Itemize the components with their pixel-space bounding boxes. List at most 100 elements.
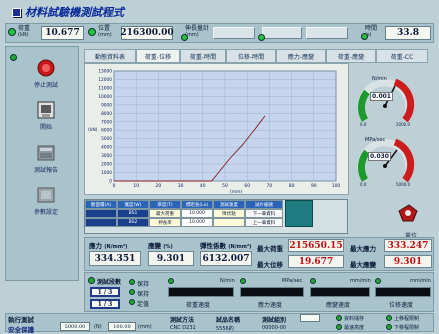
load-rate-display	[168, 287, 234, 297]
tab-load-position[interactable]: 荷重-位移	[136, 49, 180, 63]
stress-rate-gauge	[357, 138, 415, 183]
position-rate-led	[375, 278, 381, 284]
spec-header-3: 厚度(T)	[149, 200, 181, 209]
pos-zero-led[interactable]	[88, 28, 96, 36]
sidebar	[5, 46, 79, 281]
time-label: 時間 (s)	[365, 25, 378, 38]
x-tick-label: 90	[311, 183, 317, 189]
y-tick-label: 5000	[101, 136, 112, 142]
x-tick-label: 50	[222, 183, 228, 189]
max-load-value: 215650.15	[288, 239, 344, 252]
load-rate-led	[168, 278, 174, 284]
report-label: 測試報告	[33, 167, 58, 174]
max-stress-value: 333.247	[384, 239, 432, 252]
y-tick-label: 12000	[98, 77, 112, 83]
settings-button[interactable]: 參數設定	[20, 185, 72, 216]
gauge2-max: 5000.0	[396, 182, 410, 187]
y-tick-label: 13000	[98, 69, 112, 75]
max-strain-value: 9.301	[384, 255, 432, 268]
prev-record-button[interactable]: 上一筆資料	[245, 218, 283, 227]
start-icon	[37, 101, 55, 119]
group-field[interactable]	[300, 314, 320, 322]
spec-table-teal-block	[285, 200, 313, 227]
report-button[interactable]: 測試報告	[20, 143, 72, 174]
spec-r3-c2: BS2	[117, 218, 149, 227]
ext-led[interactable]	[181, 34, 188, 41]
hold-label-2: 保持	[137, 291, 150, 298]
x-tick-label: 30	[178, 183, 184, 189]
specimen-label: 試品名稱	[216, 317, 241, 324]
spec-r2-c4: 10.000	[181, 209, 213, 218]
ext-label: 伸長量計 (mm)	[185, 25, 210, 38]
unit-icon[interactable]	[397, 203, 419, 225]
constant-led	[129, 299, 135, 305]
load-rate-unit: N/min	[220, 278, 235, 284]
strain-rate-display	[310, 287, 370, 297]
tab-load-strain[interactable]: 荷重-應變	[326, 49, 376, 63]
position-limit-field[interactable]: 100.00	[108, 322, 136, 331]
stress-rate-led	[240, 278, 246, 284]
tab-data-table[interactable]: 動態資料表	[84, 49, 136, 63]
load-zero-led[interactable]	[8, 28, 16, 36]
x-tick-label: 100	[332, 183, 341, 189]
segment-led	[88, 277, 95, 284]
max-stress-label: 最大應力	[350, 245, 376, 253]
y-tick-label: 3000	[101, 153, 112, 159]
gauge1-unit: N/min	[372, 76, 387, 82]
method-value: CNC D231	[170, 325, 196, 331]
tab-load-time[interactable]: 荷重-時間	[180, 49, 226, 63]
tab-load-cc[interactable]: 荷重-CC	[376, 49, 428, 63]
y-tick-label: 6000	[101, 128, 112, 134]
gauge2-value: 0.030	[368, 152, 391, 161]
next-record-button[interactable]: 下一筆資料	[245, 209, 283, 218]
gauge1-min: 0.0	[360, 122, 367, 127]
group-label: 測試組別	[262, 317, 287, 324]
save-data-led	[336, 315, 342, 321]
strain-label: 應變 (%)	[148, 242, 173, 250]
stress-label: 應力 (N/mm²)	[89, 242, 128, 250]
strain-rate-caption: 應變速度	[326, 302, 351, 309]
settings-label: 參數設定	[33, 209, 58, 216]
upper-limit-led	[386, 315, 392, 321]
spec-header-4: 標距長(Lo)	[181, 200, 213, 209]
specimen-value: 5556的	[216, 326, 234, 332]
tab-position-time[interactable]: 位移-時間	[226, 49, 276, 63]
force-limit-field[interactable]: 5000.00	[60, 322, 90, 331]
stop-test-label: 停止測試	[33, 82, 58, 89]
stop-test-button[interactable]: 停止測試	[20, 58, 72, 89]
spec-header-5: 測試速度	[213, 200, 245, 209]
x-tick-label: 70	[267, 183, 273, 189]
stats-panel	[84, 237, 434, 271]
spec-r2-c3: 最大荷重	[149, 209, 181, 218]
time-value: 33.8	[385, 26, 431, 40]
start-button[interactable]: 開始	[20, 100, 72, 131]
y-tick-label: 10000	[98, 94, 112, 100]
max-load-label: 最大荷重	[257, 245, 283, 253]
constant-label: 定值	[137, 301, 150, 308]
load-position-chart: 0 10 20 30 40 50 60 70 80 90 100010002000300040005…	[88, 69, 341, 196]
spec-r2-c2: BS1	[117, 209, 149, 218]
y-tick-label: 11000	[98, 85, 112, 91]
series-line	[114, 115, 266, 182]
max-height-led	[336, 324, 342, 330]
load-value: 10.677	[41, 26, 84, 40]
stress-rate-unit: MPa/sec	[282, 278, 303, 284]
pos-value: 216300.00	[120, 26, 174, 40]
gauge2-min: 0.0	[360, 182, 367, 187]
segment-counter-2: 1 / 3	[90, 299, 120, 309]
tab-stress-strain[interactable]: 應力-應變	[276, 49, 326, 63]
status-led	[10, 54, 17, 61]
x-tick-label: 40	[200, 183, 206, 189]
x-axis-unit: (mm)	[230, 189, 243, 195]
spec-r3-c4: 10.000	[181, 218, 213, 227]
hold-led-1	[129, 279, 135, 285]
stress-rate-caption: 應力速度	[258, 302, 283, 309]
segment-label: 測試段數	[97, 279, 122, 286]
spec-r2-c1	[85, 209, 117, 218]
time-led[interactable]	[361, 33, 368, 40]
pos-label: 位置 (mm)	[98, 25, 112, 38]
stress-value: 334.351	[89, 251, 141, 266]
gauge-box-2	[306, 27, 348, 39]
strain-rate-led	[310, 278, 316, 284]
gauge-led[interactable]	[258, 34, 265, 41]
